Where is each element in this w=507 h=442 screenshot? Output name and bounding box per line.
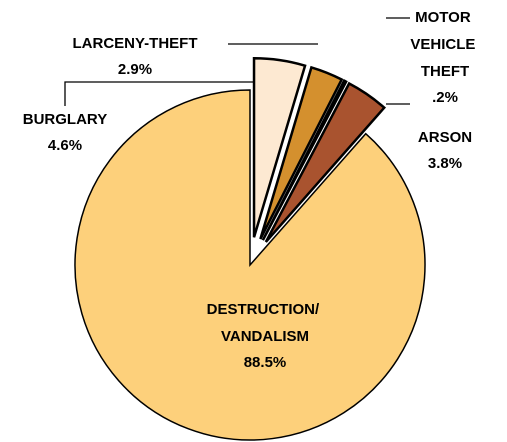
pie-slice [259,65,344,240]
slice-value-label: 4.6% [48,137,82,154]
slice-label: MOTOR VEHICLE THEFT [410,9,479,80]
slice-label: DESTRUCTION/ VANDALISM [207,301,324,345]
slice-value-label: 88.5% [244,354,287,371]
pie-slice [261,78,348,241]
slice-value-label: 3.8% [428,155,462,172]
pie-slice [252,57,307,238]
pie-slice [264,81,387,243]
pie-slice [74,89,426,441]
leader-lines [64,17,410,106]
leader-line [64,81,254,106]
slice-value-label: .2% [432,89,458,106]
slice-label: BURGLARY [23,111,107,128]
slice-label: LARCENY-THEFT [73,35,198,52]
slice-label: ARSON [418,129,472,146]
slice-value-label: 2.9% [118,61,152,78]
